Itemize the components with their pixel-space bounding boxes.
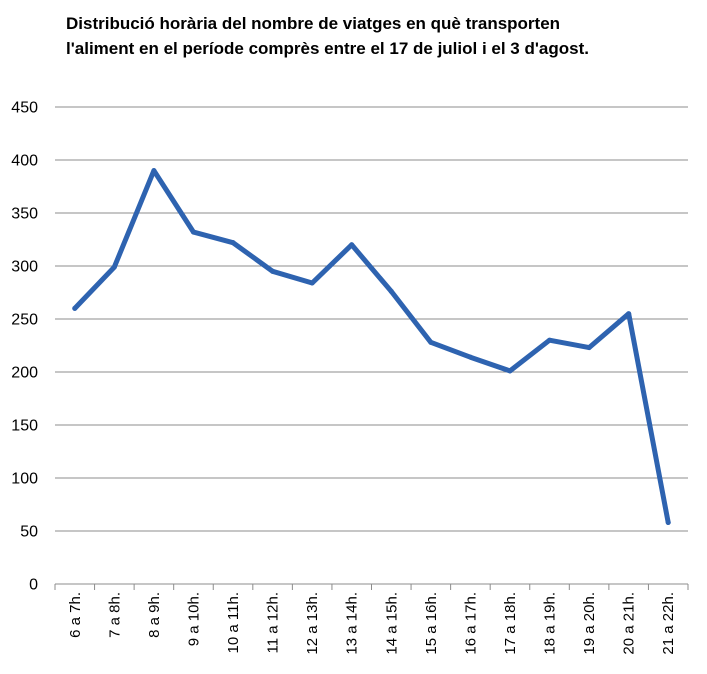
y-tick-label: 150 (11, 418, 38, 435)
x-tick-label: 6 a 7h. (67, 592, 84, 638)
y-axis-ticks: 0 50 100 150 200 250 300 350 400 450 (11, 100, 38, 594)
x-tick-label: 19 a 20h. (581, 592, 598, 655)
data-point (111, 264, 117, 270)
x-tick-label: 18 a 19h. (542, 592, 559, 655)
y-tick-label: 50 (20, 524, 38, 541)
x-tick-label: 15 a 16h. (423, 592, 440, 655)
y-tick-label: 350 (11, 206, 38, 223)
data-point (586, 345, 592, 351)
x-tick-label: 7 a 8h. (106, 592, 123, 638)
y-tick-label: 0 (29, 577, 38, 594)
data-point (547, 337, 553, 343)
x-tick-label: 9 a 10h. (185, 592, 202, 646)
data-point (230, 240, 236, 246)
data-point (151, 168, 157, 174)
y-tick-label: 100 (11, 471, 38, 488)
x-tick-label: 14 a 15h. (383, 592, 400, 655)
data-point (388, 288, 394, 294)
chart-title: Distribució horària del nombre de viatge… (66, 11, 686, 61)
data-point (72, 305, 78, 311)
y-tick-label: 250 (11, 312, 38, 329)
x-tick-label: 8 a 9h. (146, 592, 163, 638)
x-tick-label: 10 a 11h. (225, 592, 242, 653)
x-tick-label: 16 a 17h. (462, 592, 479, 655)
series-line (72, 168, 671, 525)
x-axis-ticks: 6 a 7h. 7 a 8h. 8 a 9h. 9 a 10h. 10 a 11h. 11… (67, 592, 677, 655)
series (72, 168, 671, 526)
x-tick-label: 21 a 22h. (660, 592, 677, 655)
data-point (428, 339, 434, 345)
chart-title-line-2: l'aliment en el període comprès entre el… (66, 39, 589, 58)
x-tick-label: 17 a 18h. (502, 592, 519, 655)
y-tick-label: 400 (11, 153, 38, 170)
data-point (467, 354, 473, 360)
gridlines (55, 106, 688, 532)
x-axis (54, 583, 689, 590)
data-point (665, 520, 671, 526)
y-tick-label: 300 (11, 259, 38, 276)
data-point (270, 268, 276, 274)
y-tick-label: 200 (11, 365, 38, 382)
x-tick-label: 12 a 13h. (304, 592, 321, 655)
x-tick-label: 20 a 21h. (621, 592, 638, 655)
data-point (309, 280, 315, 286)
x-tick-label: 13 a 14h. (344, 592, 361, 655)
x-tick-label: 11 a 12h. (265, 592, 282, 653)
data-point (349, 242, 355, 248)
data-point (507, 368, 513, 374)
data-point (190, 229, 196, 235)
chart-title-line-1: Distribució horària del nombre de viatge… (66, 14, 561, 33)
data-point (626, 311, 632, 317)
y-tick-label: 450 (11, 100, 38, 117)
